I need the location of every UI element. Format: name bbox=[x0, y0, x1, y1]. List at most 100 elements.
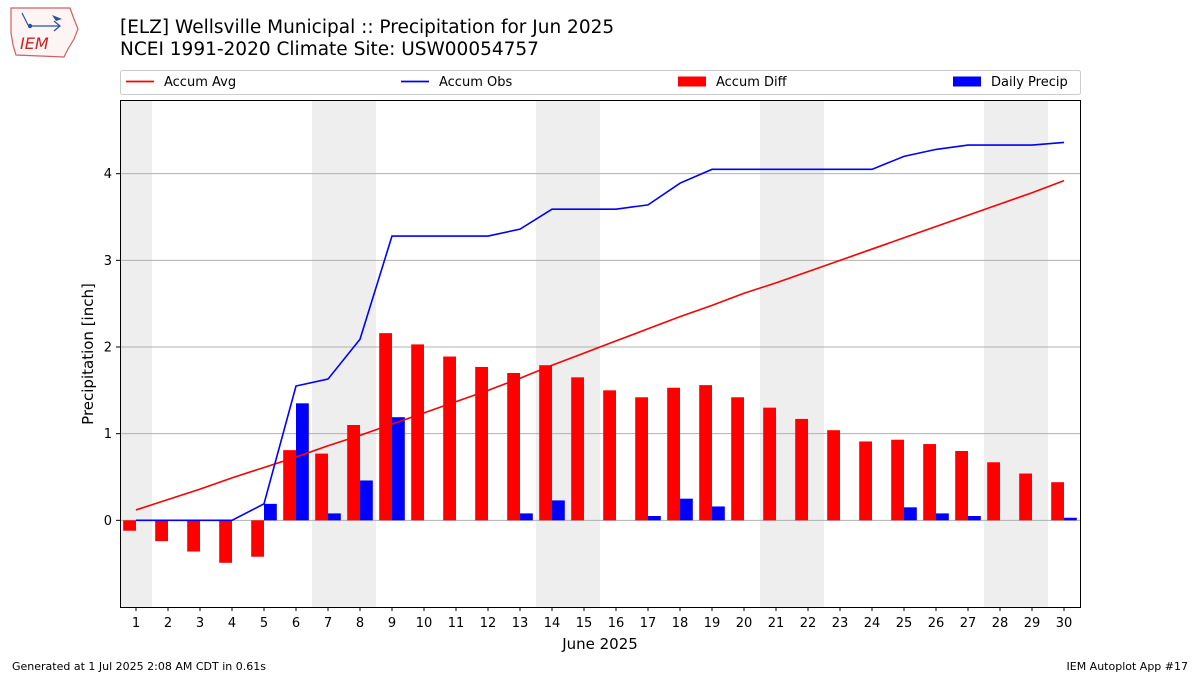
x-tick-label: 16 bbox=[608, 616, 625, 631]
accum-diff-bar bbox=[955, 451, 968, 521]
x-tick-label: 9 bbox=[388, 616, 396, 631]
plot-frame bbox=[120, 100, 1081, 608]
accum-diff-bar bbox=[667, 387, 680, 521]
x-tick-label: 8 bbox=[356, 616, 364, 631]
accum-avg-line bbox=[135, 179, 1065, 511]
series-lines bbox=[135, 141, 1065, 522]
legend-label: Accum Diff bbox=[716, 75, 788, 90]
x-tick-label: 12 bbox=[480, 616, 497, 631]
accum-diff-bar bbox=[795, 418, 808, 521]
x-tick-label: 15 bbox=[576, 616, 593, 631]
weekend-band bbox=[536, 100, 600, 607]
x-tick-label: 13 bbox=[512, 616, 529, 631]
accum-diff-bar bbox=[1019, 473, 1032, 521]
accum-diff-bar bbox=[603, 390, 616, 521]
x-tick-label: 11 bbox=[448, 616, 465, 631]
x-tick-label: 3 bbox=[196, 616, 204, 631]
accum-diff-bar bbox=[731, 397, 744, 521]
weekend-band bbox=[984, 100, 1048, 607]
x-tick-label: 25 bbox=[896, 616, 913, 631]
legend-label: Accum Avg bbox=[164, 75, 236, 90]
accum-diff-bar bbox=[443, 356, 456, 521]
y-tick-label: 3 bbox=[104, 254, 112, 269]
daily-precip-bar bbox=[648, 516, 661, 521]
x-tick-label: 20 bbox=[736, 616, 753, 631]
weekend-band bbox=[760, 100, 824, 607]
accum-diff-bar bbox=[155, 520, 168, 542]
daily-precip-bar bbox=[520, 513, 533, 521]
page-title: [ELZ] Wellsville Municipal :: Precipitat… bbox=[120, 17, 615, 38]
x-tick-label: 17 bbox=[640, 616, 657, 631]
x-tick-label: 27 bbox=[960, 616, 977, 631]
accum-diff-bar bbox=[347, 425, 360, 521]
accum-diff-bar bbox=[411, 344, 424, 521]
footer-generated: Generated at 1 Jul 2025 2:08 AM CDT in 0… bbox=[12, 660, 266, 673]
accum-diff-bar bbox=[475, 366, 488, 521]
iem-logo: IEM bbox=[8, 5, 80, 59]
x-axis: 1 2 3 4 5 6 7 8 9 10 11 12 13 14 15 16 17 18 19 20 21 22 23 24 2… bbox=[132, 607, 1072, 631]
accum-diff-bar bbox=[891, 439, 904, 521]
x-tick-label: 7 bbox=[324, 616, 332, 631]
accum-diff-bar bbox=[219, 520, 232, 563]
accum-obs-line bbox=[136, 141, 1065, 522]
logo-text: IEM bbox=[20, 34, 49, 53]
accum-diff-bar bbox=[923, 444, 936, 521]
footer-app: IEM Autoplot App #17 bbox=[1066, 660, 1189, 673]
x-tick-label: 28 bbox=[992, 616, 1009, 631]
accum-diff-bar bbox=[859, 441, 872, 521]
accum-diff-bar bbox=[699, 385, 712, 521]
legend-box bbox=[120, 70, 1081, 95]
weekend-band bbox=[312, 100, 376, 607]
x-tick-label: 2 bbox=[164, 616, 172, 631]
daily-precip-bar bbox=[360, 480, 373, 521]
accum-diff-bar bbox=[571, 377, 584, 521]
x-tick-label: 6 bbox=[292, 616, 300, 631]
weekend-shading bbox=[120, 100, 1048, 607]
daily-precip-bar bbox=[680, 498, 693, 521]
daily-precip-bar bbox=[552, 500, 565, 521]
legend-bar-swatch bbox=[953, 76, 981, 87]
legend-bar-swatch bbox=[678, 76, 706, 87]
y-tick-label: 1 bbox=[104, 427, 112, 442]
x-tick-label: 4 bbox=[228, 616, 236, 631]
legend-label: Accum Obs bbox=[439, 75, 512, 90]
x-tick-label: 21 bbox=[768, 616, 785, 631]
accum-diff-bar bbox=[1051, 482, 1064, 521]
x-tick-label: 18 bbox=[672, 616, 689, 631]
accum-diff-bar bbox=[187, 520, 200, 552]
daily-precip-bar bbox=[904, 507, 917, 521]
x-tick-label: 14 bbox=[544, 616, 561, 631]
y-axis-label: Precipitation [inch] bbox=[79, 283, 97, 425]
x-axis-label: June 2025 bbox=[561, 635, 638, 653]
daily-precip-bar bbox=[392, 417, 405, 521]
y-tick-label: 2 bbox=[104, 341, 112, 356]
x-tick-label: 29 bbox=[1024, 616, 1041, 631]
x-tick-label: 24 bbox=[864, 616, 881, 631]
accum-diff-bar bbox=[539, 365, 552, 521]
y-tick-label: 4 bbox=[104, 167, 112, 182]
accum-diff-bar bbox=[251, 520, 264, 557]
x-tick-label: 5 bbox=[260, 616, 268, 631]
daily-precip-bar bbox=[936, 513, 949, 521]
x-tick-label: 23 bbox=[832, 616, 849, 631]
page-subtitle: NCEI 1991-2020 Climate Site: USW00054757 bbox=[120, 39, 539, 60]
x-tick-label: 22 bbox=[800, 616, 817, 631]
daily-precip-bar bbox=[296, 403, 309, 521]
accum-diff-bar bbox=[507, 373, 520, 521]
legend: Accum Avg Accum Obs Accum Diff Daily Precip bbox=[120, 70, 1081, 95]
x-tick-label: 19 bbox=[704, 616, 721, 631]
accum-diff-bar bbox=[987, 462, 1000, 521]
accum-diff-bar bbox=[283, 450, 296, 521]
x-tick-label: 10 bbox=[416, 616, 433, 631]
accum-diff-bar bbox=[315, 453, 328, 521]
accum-diff-bar bbox=[635, 397, 648, 521]
daily-precip-bar bbox=[968, 516, 981, 521]
y-axis: 0 1 2 3 4 bbox=[104, 167, 120, 529]
legend-label: Daily Precip bbox=[991, 75, 1068, 90]
weekend-band bbox=[120, 100, 152, 607]
daily-precip-bar bbox=[328, 513, 341, 521]
accum-diff-bar bbox=[763, 407, 776, 521]
daily-precip-bar bbox=[712, 506, 725, 521]
accum-diff-bar bbox=[123, 520, 136, 531]
